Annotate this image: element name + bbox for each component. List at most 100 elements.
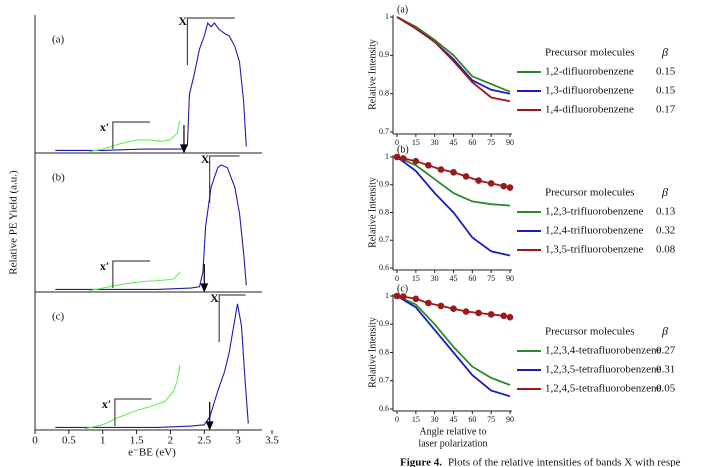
point <box>462 308 470 315</box>
y-axis-label: Relative PE Yield (a.u.) <box>8 170 20 275</box>
point <box>393 153 401 161</box>
band-label: X <box>178 14 187 28</box>
panel-label: (b) <box>397 144 409 155</box>
panel-label: (c) <box>397 283 408 294</box>
x-tick-label: 60 <box>468 138 476 147</box>
legend-value-title: β <box>661 185 668 199</box>
point <box>487 311 495 318</box>
x-tick-label: 90 <box>506 274 514 283</box>
point <box>487 180 495 187</box>
legend-beta: 0.15 <box>656 66 676 78</box>
spectrum-line <box>84 364 181 430</box>
x-tick-label: 60 <box>468 274 476 283</box>
y-tick-label: 0.7 <box>379 235 389 244</box>
legend-label: 1,2-difluorobenzene <box>545 66 634 78</box>
x-tick-label: 45 <box>450 274 458 283</box>
arrow <box>205 402 214 431</box>
point <box>393 292 401 300</box>
legend-value-title: β <box>661 45 668 59</box>
y-tick-label: 0.9 <box>379 180 389 189</box>
legend-beta: 0.13 <box>656 206 676 218</box>
series-line <box>396 295 511 398</box>
y-tick-label: 0.8 <box>379 88 389 97</box>
band-bracket <box>112 260 151 288</box>
y-axis-label: Relative Intensity <box>367 317 378 388</box>
point <box>506 313 514 321</box>
band-label: x′ <box>102 397 111 411</box>
legend-beta: 0.31 <box>656 364 675 376</box>
legend-beta: 0.08 <box>656 244 676 256</box>
x-tick-label: 75 <box>487 138 495 147</box>
legend-beta: 0.17 <box>656 104 676 116</box>
legend-title: Precursor molecules <box>545 187 635 199</box>
x-tick-label: 75 <box>487 274 495 283</box>
y-tick-label: 1 <box>385 291 389 300</box>
arrow <box>180 125 188 154</box>
legend-label: 1,2,3-trifluorobenzene <box>545 206 643 218</box>
y-tick-label: 0.7 <box>379 376 389 385</box>
legend-label: 1,3,5-trifluorobenzene <box>545 244 643 256</box>
legend-label: 1,2,4,5-tetrafluorobenzene <box>545 383 661 395</box>
point <box>450 168 457 176</box>
y-tick-label: 0.6 <box>379 263 389 272</box>
legend-label: 1,4-difluorobenzene <box>545 104 634 116</box>
band-bracket <box>209 155 240 203</box>
point <box>399 155 407 162</box>
legend-label: 1,3-difluorobenzene <box>545 85 634 97</box>
x-tick-label: 45 <box>450 415 458 424</box>
point <box>425 162 432 169</box>
x-tick-label: 15 <box>412 138 420 147</box>
y-tick-label: 1 <box>385 152 389 161</box>
legend-beta: 0.32 <box>656 225 675 237</box>
panel-label: (c) <box>52 311 65 323</box>
spectrum-line <box>55 303 249 428</box>
point <box>437 166 445 173</box>
band-bracket <box>114 398 152 426</box>
legend-beta: 0.15 <box>656 85 676 97</box>
series-line <box>396 156 511 257</box>
point <box>475 177 482 184</box>
y-tick-label: 0.8 <box>379 207 389 216</box>
point <box>500 182 508 190</box>
legend-label: 1,2,4-trifluorobenzene <box>545 225 643 237</box>
x-tick-label: 3.5 <box>265 435 279 447</box>
x-tick-label: 15 <box>412 274 420 283</box>
band-label: X <box>201 152 210 166</box>
point <box>500 312 508 320</box>
point <box>462 173 470 180</box>
band-bracket <box>186 17 235 65</box>
x-tick-label: 0 <box>395 274 399 283</box>
panel-label: (a) <box>52 34 65 46</box>
series-line <box>396 16 511 103</box>
x-tick-label: 0.5 <box>62 435 76 447</box>
y-tick-label: 0.9 <box>379 50 389 59</box>
x-tick-label: 45 <box>450 138 458 147</box>
y-tick-label: 0.9 <box>379 319 389 328</box>
point <box>412 157 420 165</box>
x-axis-label: Angle relative to <box>419 426 486 437</box>
x-tick-label: 0 <box>32 435 38 447</box>
x-tick-label: 30 <box>431 415 439 424</box>
spectrum-line <box>89 120 181 153</box>
spectrum-line <box>89 272 181 292</box>
band-label: X <box>210 291 219 305</box>
x-tick-label: 3 <box>235 435 241 447</box>
x-tick-label: 1 <box>100 435 106 447</box>
x-tick-label: 90 <box>506 415 514 424</box>
x-tick-label: 0 <box>395 415 399 424</box>
y-tick-label: 0.7 <box>379 127 389 136</box>
panel-label: (a) <box>397 4 408 15</box>
x-tick-label: 60 <box>468 415 476 424</box>
series-line <box>396 156 511 207</box>
y-tick-label: 1 <box>385 12 389 21</box>
legend-beta: 0.05 <box>656 383 676 395</box>
band-bracket <box>218 294 246 342</box>
x-tick-label: 0 <box>395 138 399 147</box>
x-axis-label: laser polarization <box>418 438 487 449</box>
point <box>425 299 432 307</box>
point <box>412 295 420 303</box>
y-axis-label: Relative Intensity <box>367 39 378 110</box>
arrow <box>200 264 209 293</box>
